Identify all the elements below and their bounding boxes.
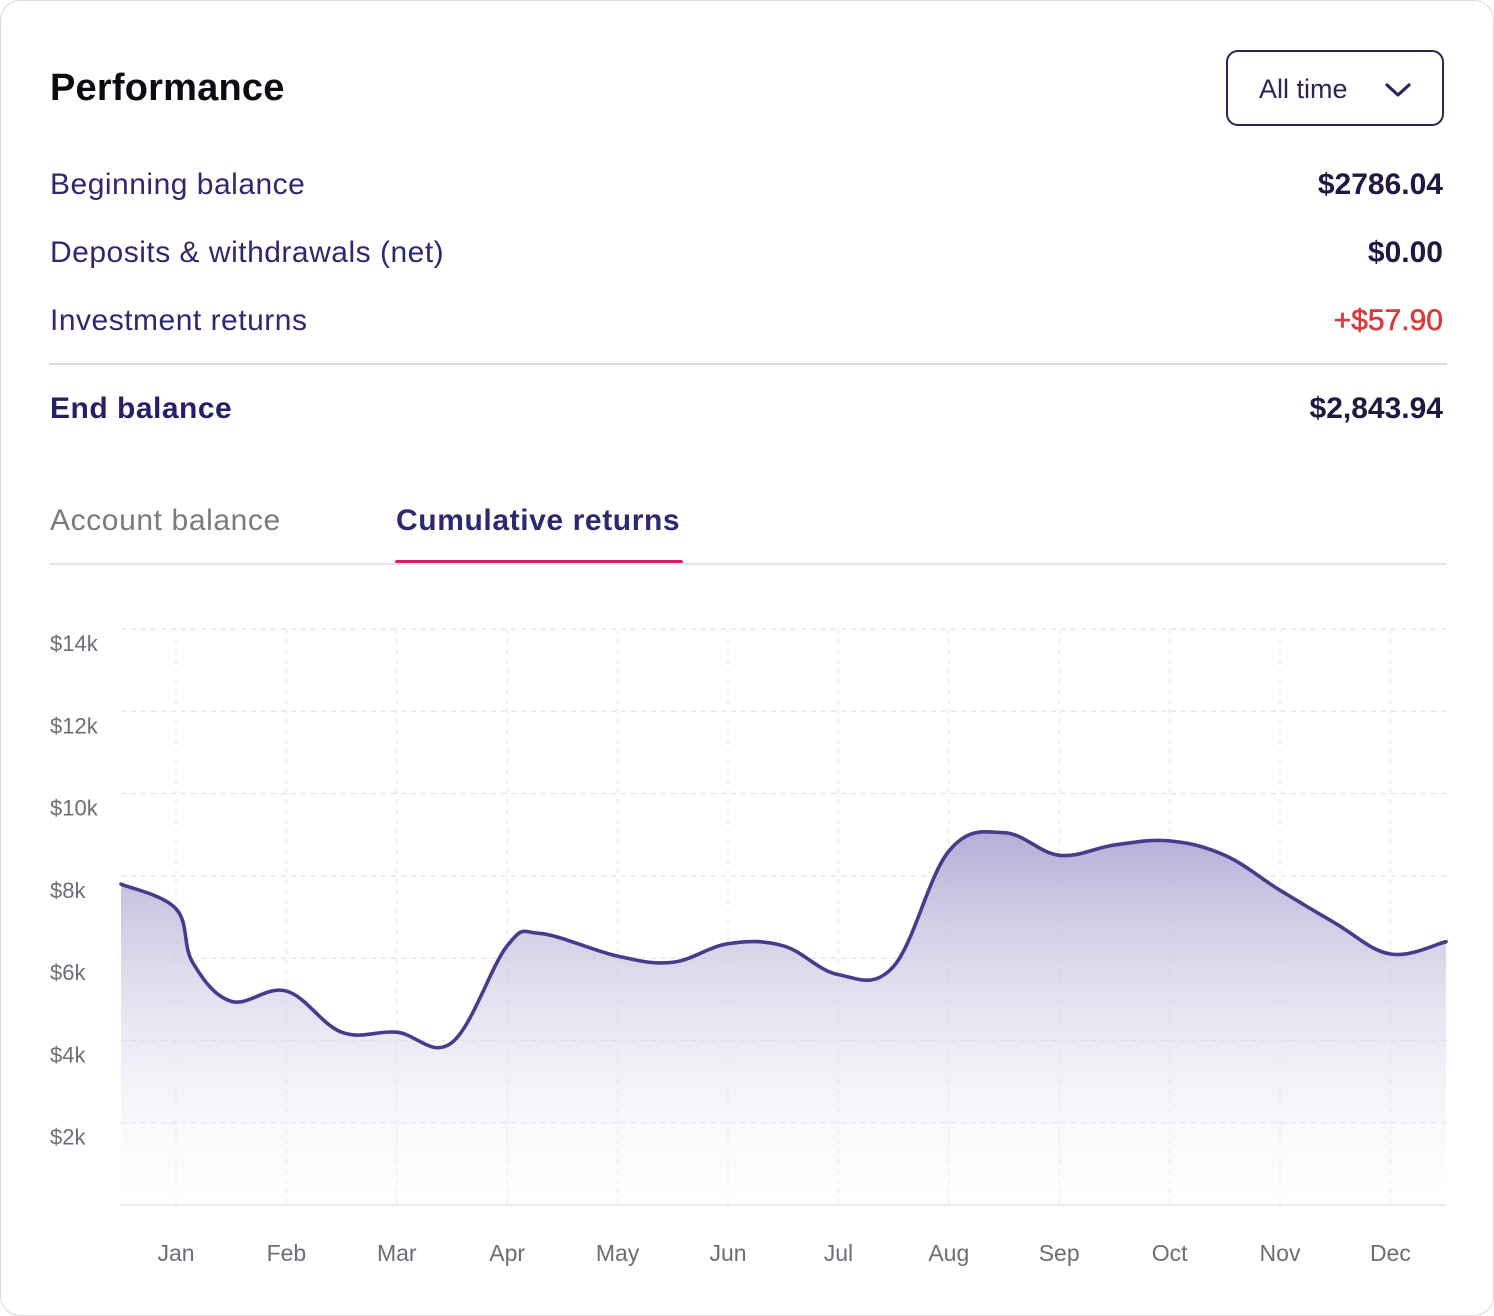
tab-cumulative-returns[interactable]: Cumulative returns: [396, 504, 681, 537]
tab-account-balance[interactable]: Account balance: [50, 504, 281, 537]
cumulative-returns-chart: $2k $4k $6k $8k $10k $12k $14k Jan Feb Mar Apr May…: [50, 628, 1448, 1266]
series-area: [121, 831, 1446, 1205]
x-tick-label: Dec: [1370, 1240, 1411, 1266]
beginning-balance-value: $2786.04: [1317, 168, 1443, 201]
y-tick-label: $8k: [50, 878, 86, 903]
x-tick-label: Jun: [709, 1240, 746, 1266]
deposits-withdrawals-value: $0.00: [1367, 236, 1443, 269]
x-tick-label: Jan: [157, 1240, 194, 1266]
x-tick-label: Nov: [1260, 1240, 1301, 1266]
x-tick-label: May: [596, 1240, 640, 1266]
investment-returns-value: +$57.90: [1333, 304, 1443, 338]
period-dropdown-label: All time: [1259, 74, 1348, 104]
chevron-down-icon: [1385, 83, 1411, 97]
x-tick-label: Mar: [377, 1240, 417, 1266]
end-balance-value: $2,843.94: [1309, 392, 1443, 425]
beginning-balance-label: Beginning balance: [50, 168, 306, 201]
summary-divider: [49, 363, 1447, 365]
x-tick-label: Aug: [928, 1240, 969, 1266]
series-line: [119, 829, 1448, 1050]
x-tick-label: Sep: [1039, 1240, 1080, 1266]
active-tab-indicator: [395, 560, 683, 564]
end-balance-label: End balance: [50, 392, 233, 425]
y-tick-label: $10k: [50, 796, 99, 821]
y-tick-label: $4k: [50, 1042, 86, 1067]
tabs-divider: [49, 563, 1447, 565]
x-tick-label: Oct: [1152, 1240, 1188, 1266]
y-tick-label: $14k: [50, 631, 99, 656]
x-tick-label: Apr: [489, 1240, 525, 1266]
deposits-withdrawals-label: Deposits & withdrawals (net): [50, 236, 445, 269]
investment-returns-label: Investment returns: [50, 304, 308, 337]
y-tick-label: $6k: [50, 960, 86, 985]
x-tick-label: Jul: [824, 1240, 853, 1266]
period-dropdown[interactable]: All time: [1226, 50, 1444, 126]
x-tick-label: Feb: [267, 1240, 307, 1266]
y-tick-label: $2k: [50, 1125, 86, 1150]
y-tick-label: $12k: [50, 713, 99, 738]
page-title: Performance: [50, 67, 285, 109]
